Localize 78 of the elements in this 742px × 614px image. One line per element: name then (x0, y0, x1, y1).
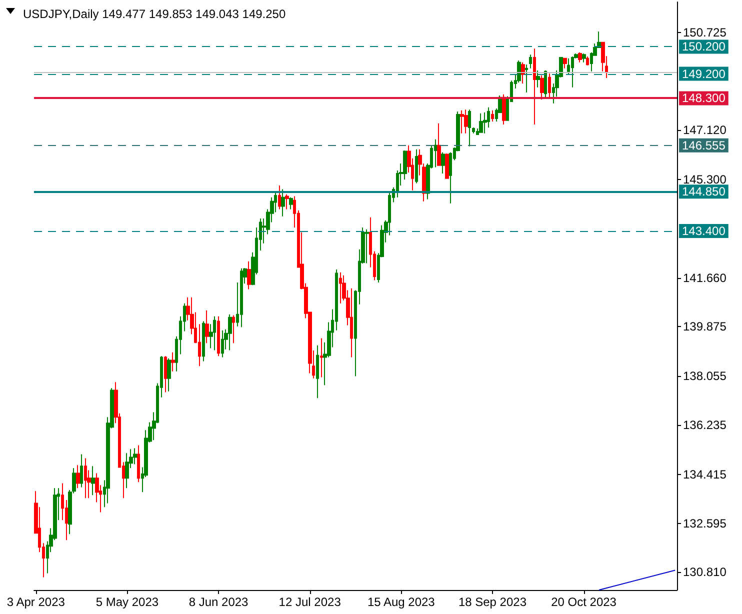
y-tick-label: 130.810 (683, 565, 727, 580)
candlestick (247, 260, 251, 290)
candlestick (221, 330, 224, 358)
ref-line-label: 146.555 (682, 138, 726, 152)
candlestick (228, 314, 232, 351)
candlestick (536, 70, 540, 88)
x-tick-label: 15 Aug 2023 (367, 595, 436, 609)
candlestick (445, 152, 449, 179)
x-tick-label: 20 Oct 2023 (551, 595, 617, 609)
candlestick (125, 452, 129, 489)
candlestick (281, 188, 285, 217)
candlestick (529, 54, 532, 69)
candlestick (441, 152, 445, 174)
candlestick (320, 338, 323, 378)
candlestick (434, 138, 437, 168)
candlestick (285, 194, 289, 210)
candlestick (586, 56, 589, 66)
candlestick (365, 228, 369, 264)
y-tick-label: 136.235 (683, 418, 727, 432)
candlestick (240, 268, 243, 328)
candlestick (464, 109, 468, 134)
candlestick (316, 344, 319, 399)
candlestick (533, 48, 536, 125)
candlestick (339, 272, 342, 304)
candlestick (80, 454, 83, 488)
x-tick-label: 18 Sep 2023 (458, 595, 527, 609)
candlestick (521, 62, 525, 84)
y-tick-label: 134.415 (683, 467, 727, 482)
candlestick (460, 110, 464, 134)
y-tick-label: 138.055 (683, 368, 727, 383)
candlestick (502, 94, 506, 125)
candlestick (582, 52, 586, 63)
candlestick (137, 444, 140, 483)
candlestick (544, 70, 547, 98)
candlestick (578, 52, 582, 63)
x-tick-label: 5 May 2023 (96, 595, 159, 609)
candlestick (540, 74, 544, 100)
candlestick (133, 448, 137, 465)
candlestick (525, 64, 528, 94)
candlestick (289, 196, 293, 210)
candlestick (232, 314, 235, 344)
candlestick (217, 316, 220, 357)
candlestick (563, 58, 567, 69)
candlestick (548, 73, 551, 99)
candlestick (491, 110, 494, 122)
y-tick-label: 150.725 (683, 25, 727, 40)
y-tick-label: 139.875 (683, 319, 727, 334)
candlestick (164, 356, 167, 393)
ref-line-label: 144.850 (682, 184, 726, 199)
y-tick-label: 141.660 (683, 271, 727, 286)
candlestick (472, 126, 475, 134)
candlestick (84, 458, 87, 499)
candlestick (479, 112, 483, 133)
candlestick (76, 464, 80, 489)
candlestick (278, 184, 281, 210)
candlestick (205, 310, 209, 344)
y-tick-label: 132.595 (683, 516, 727, 531)
x-tick-label: 8 Jun 2023 (188, 595, 249, 609)
candlestick (571, 56, 574, 88)
ref-line-label: 143.400 (682, 224, 726, 238)
candlestick (468, 109, 471, 147)
ref-line-label: 149.200 (682, 66, 726, 81)
candlestick (350, 288, 353, 358)
y-tick-label: 147.120 (683, 123, 727, 138)
ref-line-label: 150.200 (682, 40, 726, 54)
x-tick-label: 3 Apr 2023 (6, 595, 66, 609)
candlestick (415, 148, 418, 184)
candlestick (449, 152, 452, 204)
candlestick (202, 320, 205, 362)
candlestick (437, 122, 441, 166)
x-tick-label: 12 Jul 2023 (278, 595, 342, 609)
candlestick (213, 316, 216, 351)
candlestick (171, 352, 175, 372)
candlestick (91, 466, 95, 496)
chart-title: USDJPY,Daily 149.477 149.853 149.043 149.250 (23, 7, 286, 21)
ref-line-label: 148.300 (682, 91, 726, 106)
y-tick-label: 145.300 (683, 172, 727, 186)
candlestick (167, 358, 171, 392)
